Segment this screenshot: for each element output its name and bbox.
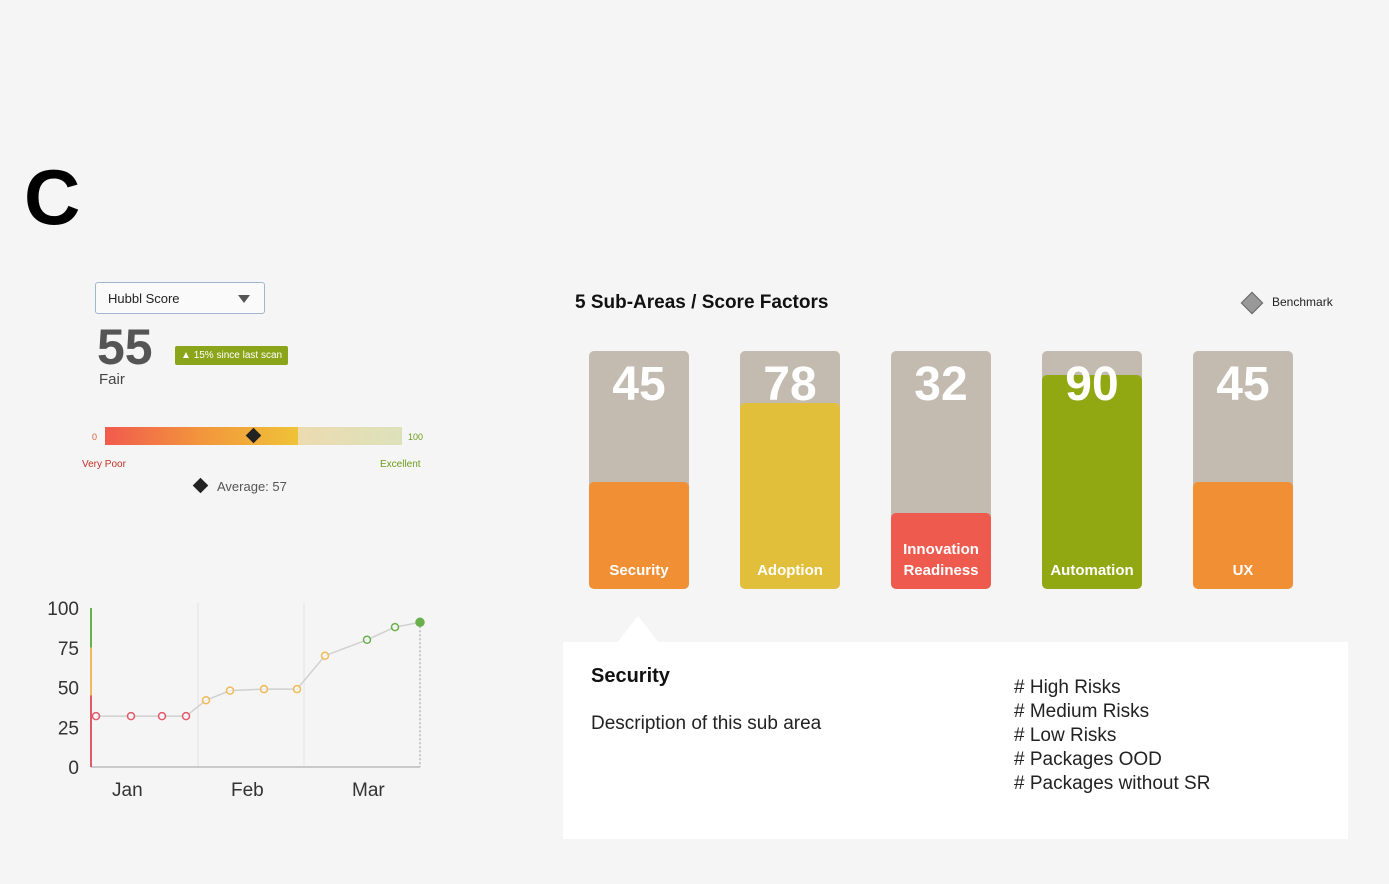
gauge-low-label: Very Poor bbox=[82, 459, 126, 470]
trend-line bbox=[96, 621, 421, 717]
factor-card-security[interactable]: 45 Security bbox=[589, 351, 689, 589]
factor-label: Security bbox=[609, 562, 669, 579]
factor-fill bbox=[1042, 374, 1142, 589]
metric-item: # Packages OOD bbox=[1014, 749, 1162, 770]
factor-card-automation[interactable]: 90 Automation bbox=[1042, 351, 1142, 589]
data-point bbox=[157, 711, 167, 721]
factor-card-ux[interactable]: 45 UX bbox=[1193, 351, 1293, 589]
factor-value: 45 bbox=[612, 358, 666, 411]
y-tick-label: 50 bbox=[58, 679, 79, 700]
gauge-max-label: 100 bbox=[408, 432, 424, 442]
factor-value: 90 bbox=[1065, 358, 1119, 411]
x-tick-label: Mar bbox=[352, 780, 385, 801]
detail-description: Description of this sub area bbox=[591, 713, 822, 734]
factor-label: UX bbox=[1232, 562, 1254, 579]
factor-label: Adoption bbox=[757, 562, 823, 579]
metric-item: # Low Risks bbox=[1014, 725, 1117, 746]
subareas-title: 5 Sub-Areas / Score Factors bbox=[575, 292, 829, 313]
metric-item: # Packages without SR bbox=[1014, 773, 1211, 794]
detail-title: Security bbox=[591, 665, 670, 687]
data-point bbox=[91, 711, 101, 721]
benchmark-diamond-icon bbox=[1240, 291, 1264, 315]
score-change-text: 15% since last scan bbox=[193, 350, 283, 361]
data-point bbox=[126, 711, 136, 721]
score-rating: Fair bbox=[99, 371, 125, 388]
data-point bbox=[320, 651, 330, 660]
average-score-text: Average: 57 bbox=[217, 479, 287, 494]
gauge-min-label: 0 bbox=[92, 432, 98, 442]
data-point bbox=[181, 711, 191, 721]
dropdown-selected-label: Hubbl Score bbox=[108, 291, 180, 306]
x-tick-label: Jan bbox=[112, 780, 143, 801]
subarea-detail-panel: Security Description of this sub area # … bbox=[563, 642, 1348, 839]
gauge-high-label: Excellent bbox=[380, 459, 421, 470]
score-type-dropdown[interactable]: Hubbl Score bbox=[95, 282, 265, 314]
data-point bbox=[390, 622, 400, 632]
metric-item: # High Risks bbox=[1014, 677, 1121, 698]
factor-value: 78 bbox=[763, 358, 817, 411]
detail-metrics-list: # High Risks # Medium Risks # Low Risks … bbox=[1014, 676, 1210, 796]
factor-fill bbox=[1193, 481, 1293, 589]
data-point bbox=[201, 695, 211, 705]
factor-value: 45 bbox=[1216, 358, 1270, 411]
factor-fill bbox=[740, 403, 840, 589]
score-trend-chart: 100 75 50 25 0 Jan Feb Mar bbox=[47, 599, 425, 801]
factor-fill bbox=[891, 512, 991, 589]
data-point bbox=[362, 635, 372, 645]
factor-label: Innovation Readiness bbox=[903, 541, 979, 579]
factor-card-innovation-readiness[interactable]: 32 Innovation Readiness bbox=[891, 351, 991, 589]
factor-card-adoption[interactable]: 78 Adoption bbox=[740, 351, 840, 589]
data-point bbox=[415, 617, 425, 628]
score-value: 55 bbox=[97, 319, 153, 375]
gauge-fill bbox=[105, 427, 299, 445]
y-tick-label: 100 bbox=[47, 599, 79, 620]
benchmark-label: Benchmark bbox=[1272, 295, 1333, 309]
y-tick-label: 0 bbox=[68, 758, 79, 779]
factor-label: Automation bbox=[1050, 562, 1134, 579]
data-point bbox=[259, 684, 269, 694]
chevron-down-icon bbox=[238, 295, 250, 303]
metric-item: # Medium Risks bbox=[1014, 701, 1150, 722]
detail-pointer bbox=[617, 616, 659, 643]
factor-value: 32 bbox=[914, 358, 968, 411]
y-tick-label: 25 bbox=[58, 718, 79, 739]
data-point bbox=[225, 686, 235, 695]
x-tick-label: Feb bbox=[231, 780, 264, 801]
score-change-badge: ▲ 15% since last scan bbox=[175, 346, 289, 365]
y-tick-label: 75 bbox=[58, 639, 79, 660]
factor-fill bbox=[589, 481, 689, 589]
triangle-up-icon: ▲ bbox=[181, 350, 191, 361]
section-letter: C bbox=[24, 153, 81, 241]
data-point bbox=[292, 684, 302, 694]
score-gauge bbox=[105, 427, 402, 445]
average-diamond-icon bbox=[192, 477, 209, 494]
